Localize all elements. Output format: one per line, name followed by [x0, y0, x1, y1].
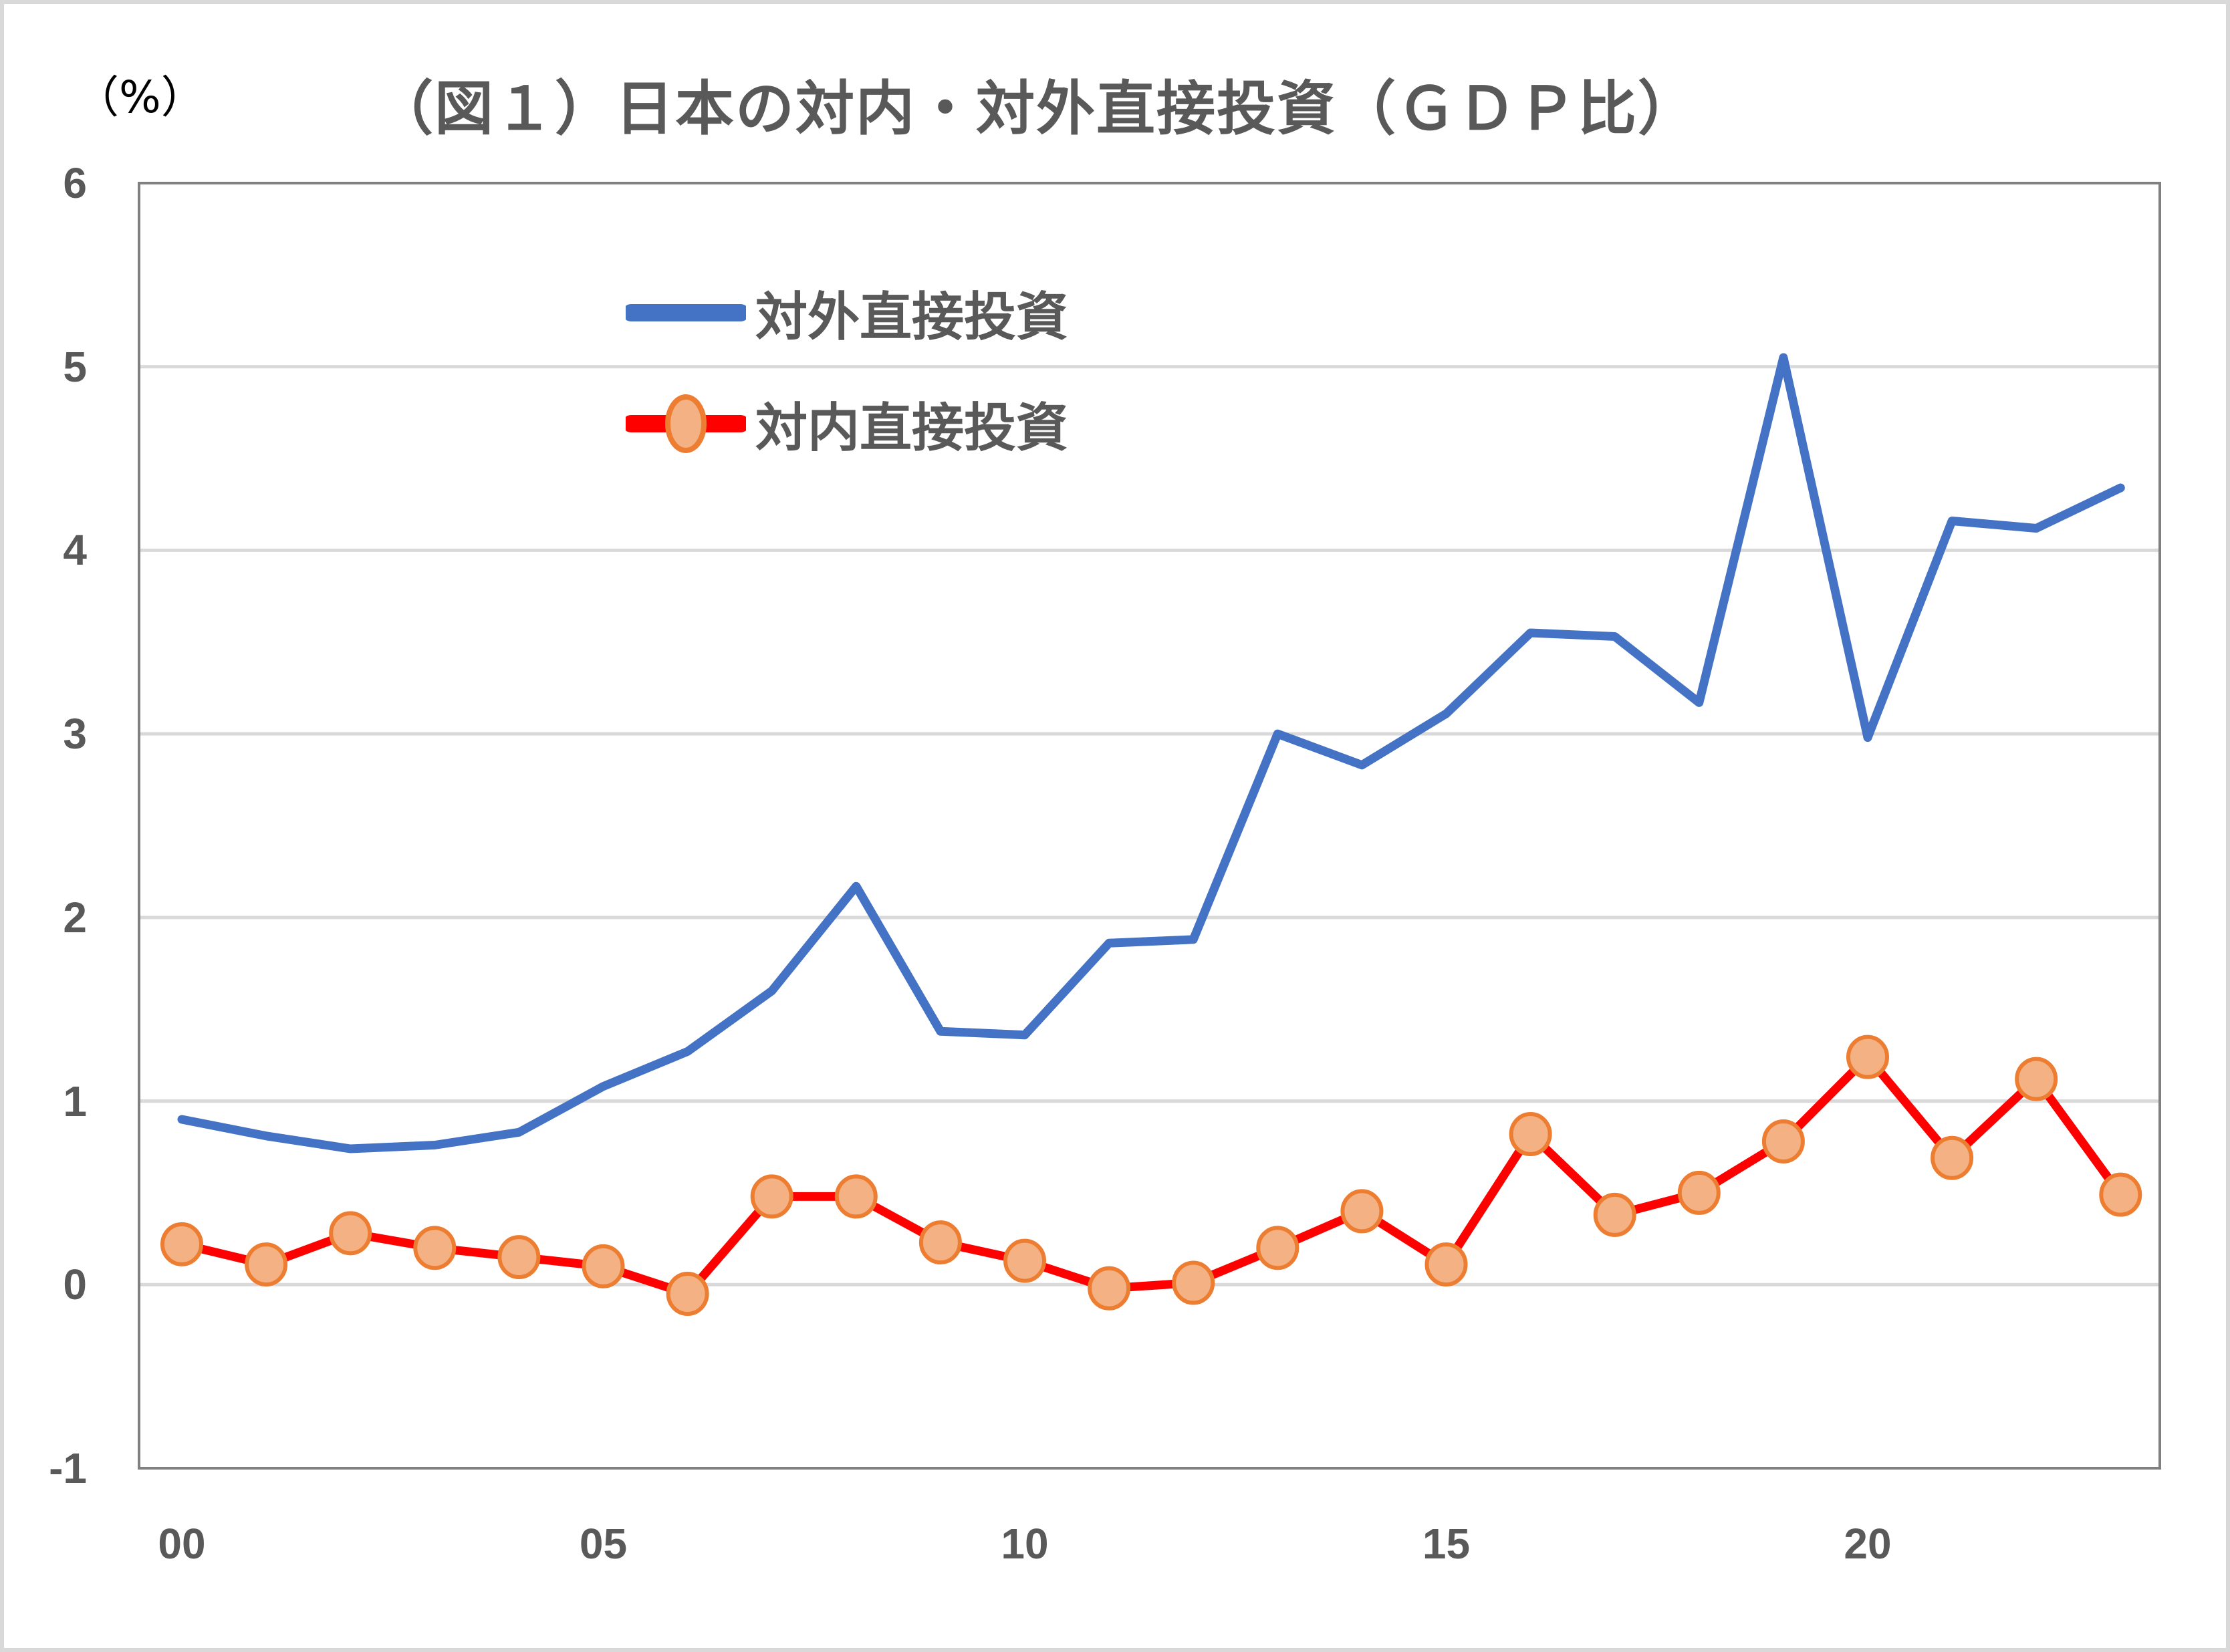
x-tick-label: 15 [1422, 1520, 1471, 1568]
x-tick-label: 20 [1844, 1520, 1892, 1568]
y-tick-label: -1 [49, 1444, 87, 1492]
data-point-marker [329, 1211, 372, 1256]
legend-item-inward: 対内直接投資 [626, 384, 1068, 464]
data-point-marker [918, 1220, 962, 1265]
data-point-marker [497, 1235, 541, 1280]
chart-title: （図１）日本の対内・対外直接投資（ＧＤＰ比） [374, 74, 1699, 143]
y-tick-label: 0 [63, 1260, 87, 1309]
data-point-marker [582, 1244, 625, 1288]
y-tick-label: 4 [63, 526, 87, 575]
y-tick-label: 3 [63, 710, 87, 759]
legend-item-outward: 対外直接投資 [626, 273, 1068, 353]
data-point-marker [1593, 1192, 1636, 1237]
data-point-marker [1088, 1266, 1131, 1311]
x-tick-label: 00 [158, 1520, 206, 1568]
data-point-marker [160, 1222, 203, 1266]
legend-label-outward: 対外直接投資 [755, 287, 1069, 348]
data-point-marker [2099, 1172, 2142, 1217]
plot-border [138, 182, 2161, 1470]
data-point-marker [413, 1226, 457, 1270]
data-point-marker [1172, 1260, 1215, 1305]
data-point-marker [1677, 1170, 1721, 1215]
legend-label-inward: 対内直接投資 [755, 398, 1069, 458]
series-line-outward [177, 353, 2125, 1153]
series-line-inward [177, 1053, 2125, 1298]
x-tick-label: 05 [579, 1520, 628, 1568]
data-point-marker [1931, 1135, 1974, 1180]
legend-line-marker-icon [626, 394, 746, 453]
y-tick-label: 5 [63, 342, 87, 391]
x-tick-label: 10 [1001, 1520, 1049, 1568]
data-point-marker [1003, 1238, 1046, 1283]
data-point-marker [2015, 1057, 2058, 1101]
data-point-marker [245, 1242, 288, 1287]
data-point-marker [834, 1174, 878, 1219]
data-point-marker [750, 1174, 793, 1219]
data-point-marker [1424, 1242, 1468, 1287]
data-point-marker [1509, 1112, 1552, 1157]
legend-line-icon [626, 304, 746, 321]
series-layer [160, 353, 2142, 1317]
data-point-marker [666, 1272, 709, 1317]
y-unit-label: （%） [75, 72, 205, 123]
data-point-marker [1761, 1119, 1805, 1164]
y-tick-label: 6 [63, 159, 87, 207]
data-point-marker [1256, 1226, 1299, 1270]
y-tick-label: 1 [63, 1077, 87, 1125]
data-point-marker [1846, 1035, 1889, 1079]
y-tick-label: 2 [63, 893, 87, 942]
data-point-marker [1340, 1189, 1384, 1234]
